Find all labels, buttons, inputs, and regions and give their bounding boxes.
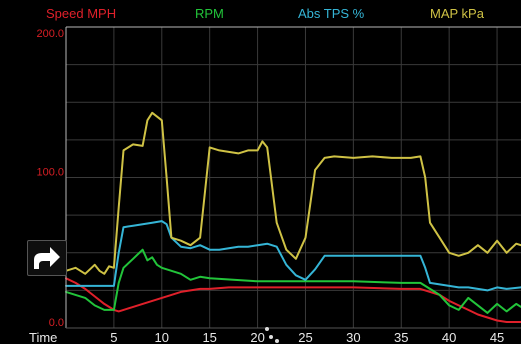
chart-grid xyxy=(66,27,521,328)
series-line-rpm xyxy=(65,248,521,314)
legend-rpm[interactable]: RPM xyxy=(195,6,224,21)
x-axis-label: Time xyxy=(29,330,57,344)
chart-tick-labels: 0.0 100.0 200.0 5 10 15 20 25 30 35 40 45 xyxy=(36,28,504,344)
x-tick-label: 35 xyxy=(394,330,408,344)
series-line-speed xyxy=(65,277,521,323)
x-tick-label: 45 xyxy=(490,330,504,344)
y-tick-label: 0.0 xyxy=(49,317,64,329)
x-tick-label: 20 xyxy=(250,330,264,344)
page-dot xyxy=(269,335,273,339)
x-tick-label: 15 xyxy=(202,330,216,344)
legend-abs-tps[interactable]: Abs TPS % xyxy=(298,6,365,21)
page-dot xyxy=(265,327,269,331)
x-tick-label: 40 xyxy=(442,330,456,344)
x-tick-label: 10 xyxy=(155,330,169,344)
share-arrow-icon xyxy=(34,247,60,269)
share-button[interactable] xyxy=(27,240,67,276)
legend-map-kpa[interactable]: MAP kPa xyxy=(430,6,484,21)
y-tick-label: 100.0 xyxy=(36,167,64,179)
y-tick-label: 200.0 xyxy=(36,28,64,40)
chart-series-layer xyxy=(65,111,521,323)
legend-speed-mph[interactable]: Speed MPH xyxy=(46,6,117,21)
x-tick-label: 30 xyxy=(346,330,360,344)
x-tick-label: 5 xyxy=(110,330,117,344)
chart-frame xyxy=(65,26,521,329)
series-line-tps xyxy=(65,220,521,292)
x-tick-label: 25 xyxy=(298,330,312,344)
series-line-map xyxy=(65,111,521,275)
page-dot xyxy=(275,339,279,343)
